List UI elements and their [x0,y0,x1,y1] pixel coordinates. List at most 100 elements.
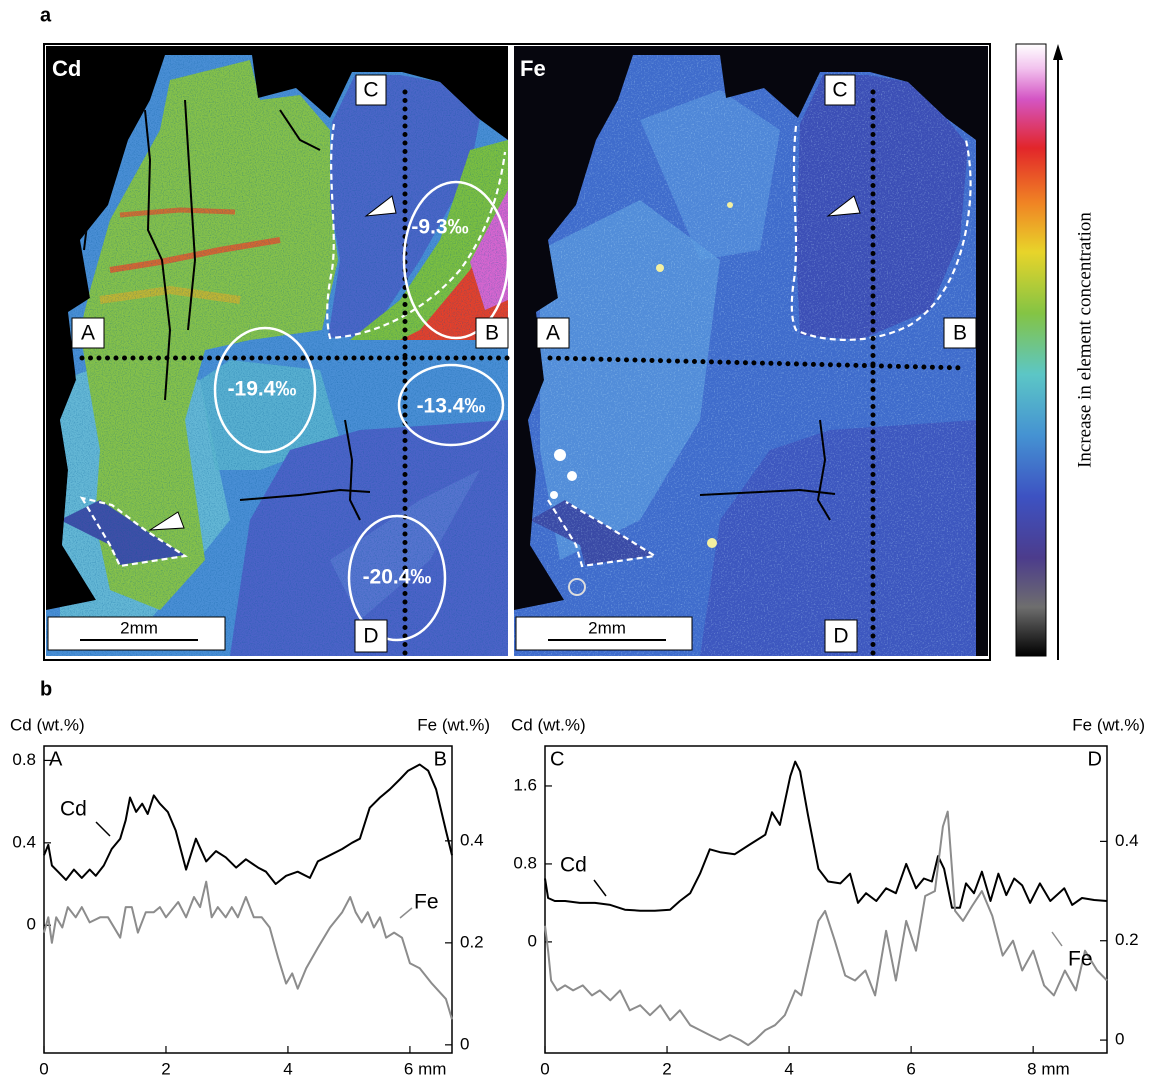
series-label: Cd [560,854,587,877]
y-tick-label: 0.4 [12,832,36,851]
marker-box [47,74,509,653]
series-line [43,880,453,1020]
cd-map [364,195,397,217]
map-element: Cd [52,56,81,81]
marker-box [824,74,856,106]
cd-map [279,109,321,151]
cd-map [326,123,507,340]
y-tick-label: 0 [528,931,537,950]
y2-tick-label: 0.2 [1115,930,1139,949]
series-label-leader [1051,931,1063,947]
series-label-leader [95,821,111,837]
x-tick-label: 6 [906,1059,915,1078]
y2-axis-title: Fe (wt.%) [417,715,490,734]
corner-label: D [1088,748,1102,770]
cd-map [46,46,511,659]
marker-label: D [363,625,378,648]
corner-label: B [434,748,447,770]
series-label-leader [593,879,607,897]
corner-label: C [550,748,564,770]
fe-map [826,195,861,217]
panel-label: a [40,4,52,26]
y2-tick-label: 0.4 [1115,831,1139,850]
fe-map [547,355,969,371]
series-label: Fe [414,891,439,914]
fe-map [568,578,586,596]
marker-label: A [546,322,560,345]
cd-map [397,363,505,447]
series-label-leader [399,907,413,919]
cd-map [79,496,189,568]
colorbar-arrow-head [1053,44,1063,60]
scale-bar-label: 2mm [120,618,158,637]
marker-box [515,616,693,651]
fe-map [514,46,988,659]
series-label: Cd [60,798,87,821]
fe-map [699,488,836,496]
x-tick-label: 2 [161,1059,170,1078]
marker-box [47,616,226,651]
isotope-value: -19.4‰ [228,378,297,401]
series-line [544,760,1108,912]
fe-map [727,202,733,208]
marker-label: D [833,625,848,648]
cd-map [347,514,447,642]
x-tick-label: 8 mm [1027,1059,1070,1078]
fe-map [547,499,659,568]
isotope-value: -20.4‰ [363,566,432,589]
x-tick-label: 0 [39,1059,48,1078]
marker-box [475,317,509,349]
fe-map [707,538,717,548]
marker-box [354,619,388,653]
cd-map [46,55,508,656]
y2-tick-label: 0.4 [460,830,484,849]
y2-tick-label: 0 [460,1034,469,1053]
panel-label: b [40,678,52,700]
cd-map [344,419,361,521]
fe-map [656,264,664,272]
fe-map [554,449,566,461]
marker-label: C [832,79,847,102]
series-line [43,763,453,885]
marker-label: B [485,322,499,345]
marker-box [943,317,977,349]
x-tick-label: 6 mm [404,1059,447,1078]
y-axis-title: Cd (wt.%) [10,715,85,734]
colorbar-label: Increase in element concentration [1074,212,1095,468]
marker-box [515,74,977,653]
x-tick-label: 4 [283,1059,292,1078]
corner-label: A [49,748,63,770]
map-element: Fe [520,56,546,81]
marker-label: A [81,322,95,345]
x-tick-label: 2 [662,1059,671,1078]
isotope-value: -9.3‰ [411,216,468,239]
cd-map [213,326,317,454]
y-tick-label: 0.8 [513,853,537,872]
y2-axis-title: Fe (wt.%) [1072,715,1145,734]
marker-box [71,317,105,349]
y2-tick-label: 0.2 [460,932,484,951]
marker-label: B [953,322,967,345]
series-label: Fe [1068,948,1093,971]
isotope-value: -13.4‰ [417,395,486,418]
y2-tick-label: 0 [1115,1030,1124,1049]
fe-map [567,471,577,481]
marker-box [824,619,858,653]
cd-map [239,488,371,501]
fe-map [550,491,558,499]
scale-bar-label: 2mm [588,618,626,637]
x-tick-label: 0 [540,1059,549,1078]
cd-map [144,109,172,401]
plot-frame [544,745,1108,1054]
x-tick-label: 4 [784,1059,793,1078]
y-tick-label: 1.6 [513,775,537,794]
cd-map [184,99,197,331]
plot-frame [43,745,453,1054]
cd-map [402,180,510,340]
marker-box [355,74,387,106]
colorbar [1015,43,1047,657]
y-axis-title: Cd (wt.%) [511,715,586,734]
y-tick-label: 0.8 [12,750,36,769]
marker-label: C [363,79,378,102]
fe-map [816,419,831,521]
